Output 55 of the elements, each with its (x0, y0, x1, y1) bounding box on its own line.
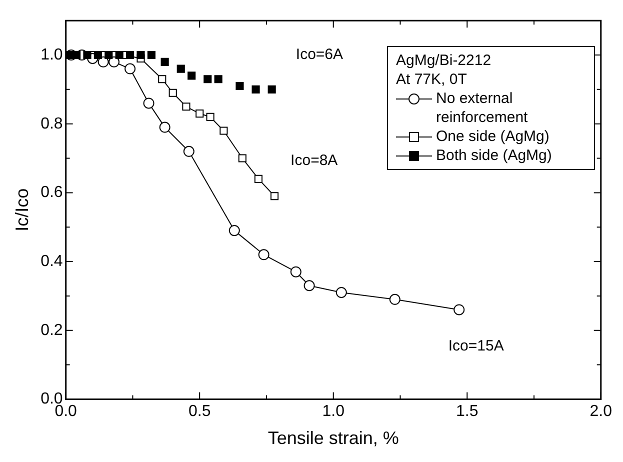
x-tick-label: 0.5 (188, 403, 211, 420)
point (454, 304, 465, 316)
point (336, 287, 347, 298)
y-tick-label: 1.0 (40, 46, 63, 64)
point (270, 192, 279, 200)
x-axis-title: Tensile strain, % (268, 428, 399, 448)
point (254, 174, 262, 183)
point (124, 63, 136, 74)
point (136, 50, 145, 60)
point (290, 266, 302, 278)
point (220, 126, 228, 135)
point (168, 88, 177, 97)
point (304, 280, 315, 292)
legend-label: One side (AgMg) (436, 127, 550, 146)
y-axis-title: Ic/Ico (12, 188, 32, 232)
legend-label: No external reinforcement (436, 89, 529, 127)
point (108, 56, 120, 68)
point (238, 154, 246, 162)
x-tick-label: 1.0 (322, 403, 345, 420)
point (214, 75, 222, 84)
point (183, 146, 194, 157)
point (143, 98, 154, 109)
x-tick-label: 2.0 (590, 403, 612, 420)
point (268, 85, 276, 94)
point (147, 50, 156, 60)
point (258, 249, 270, 260)
point (160, 58, 169, 66)
annotation: Ico=8A (290, 152, 338, 169)
y-tick-label: 0.8 (40, 115, 63, 132)
point (204, 75, 212, 84)
point (176, 64, 185, 73)
point (206, 112, 214, 122)
point (159, 122, 170, 133)
point (126, 50, 134, 60)
y-tick-label: 0.4 (40, 252, 63, 270)
point (252, 85, 260, 94)
point (83, 50, 92, 60)
legend-title: AgMg/Bi-2212 At 77K, 0T (396, 51, 492, 89)
y-tick-label: 0.2 (40, 322, 63, 339)
legend-label: Both side (AgMg) (436, 146, 553, 165)
point (94, 50, 102, 60)
point (389, 294, 400, 305)
annotation: Ico=15A (448, 337, 504, 354)
point (196, 109, 204, 118)
point (115, 50, 124, 60)
point (72, 50, 81, 60)
x-tick-label: 1.5 (456, 403, 478, 420)
point (104, 50, 113, 60)
point (158, 75, 166, 84)
point (188, 72, 196, 80)
point (182, 102, 190, 111)
point (236, 82, 244, 90)
point (228, 225, 240, 236)
annotation: Ico=6A (296, 46, 344, 63)
y-tick-label: 0.6 (40, 184, 63, 202)
